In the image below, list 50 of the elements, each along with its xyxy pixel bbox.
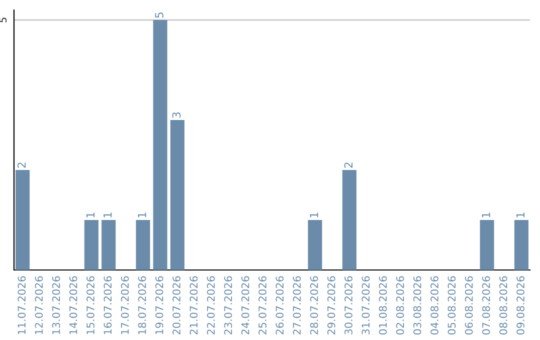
data-label: 2 <box>17 162 26 168</box>
x-tick-label: 06.08.2026 <box>464 276 473 335</box>
x-tick-label: 08.08.2026 <box>499 276 508 335</box>
x-tick-label: 24.07.2026 <box>241 276 250 334</box>
bar <box>102 220 116 270</box>
bar <box>84 220 98 270</box>
data-label: 1 <box>482 212 490 218</box>
data-label: 1 <box>516 212 524 218</box>
x-tick-label: 13.07.2026 <box>52 276 60 334</box>
x-tick-label: 29.07.2026 <box>327 276 336 334</box>
x-tick-label: 07.08.2026 <box>482 276 490 335</box>
x-tick-label: 09.08.2026 <box>516 276 524 335</box>
data-label: 1 <box>86 212 94 218</box>
data-label: 1 <box>310 212 318 218</box>
x-tick-label: 22.07.2026 <box>206 276 215 334</box>
x-tick-label: 12.07.2026 <box>34 276 43 334</box>
bar <box>480 220 494 270</box>
x-tick-label: 20.07.2026 <box>172 276 180 334</box>
x-tick-label: 25.07.2026 <box>258 276 266 334</box>
bar <box>136 220 150 270</box>
data-label: 1 <box>138 212 146 218</box>
data-label: 2 <box>344 162 352 168</box>
x-tick-label: 21.07.2026 <box>190 276 198 334</box>
x-tick-label: 15.07.2026 <box>86 276 94 334</box>
x-tick-label: 14.07.2026 <box>69 276 78 334</box>
data-label: 3 <box>172 112 181 118</box>
x-tick-label: 16.07.2026 <box>104 276 112 334</box>
bar <box>514 220 528 270</box>
x-tick-label: 27.07.2026 <box>292 276 301 334</box>
bar <box>16 170 30 270</box>
x-tick-label: 31.07.2026 <box>362 276 370 334</box>
x-tick-label: 04.08.2026 <box>430 276 438 335</box>
x-tick-label: 11.07.2026 <box>18 276 26 334</box>
x-tick-label: 02.08.2026 <box>396 276 404 335</box>
x-tick-label: 01.08.2026 <box>378 276 387 335</box>
x-tick-label: 18.07.2026 <box>138 276 146 334</box>
x-tick-label: 23.07.2026 <box>224 276 232 334</box>
bar <box>308 220 322 270</box>
x-tick-label: 19.07.2026 <box>155 276 164 334</box>
bar <box>342 170 356 270</box>
x-tick-label: 28.07.2026 <box>310 276 318 334</box>
data-label: 5 <box>155 12 164 18</box>
x-tick-label: 26.07.2026 <box>276 276 284 334</box>
x-tick-label: 30.07.2026 <box>344 276 352 334</box>
x-tick-label: 05.08.2026 <box>448 276 456 335</box>
x-tick-label: 03.08.2026 <box>413 276 422 335</box>
bar <box>153 20 168 270</box>
x-tick-label: 17.07.2026 <box>120 276 129 334</box>
data-label: 1 <box>104 212 112 218</box>
bar <box>170 120 184 270</box>
